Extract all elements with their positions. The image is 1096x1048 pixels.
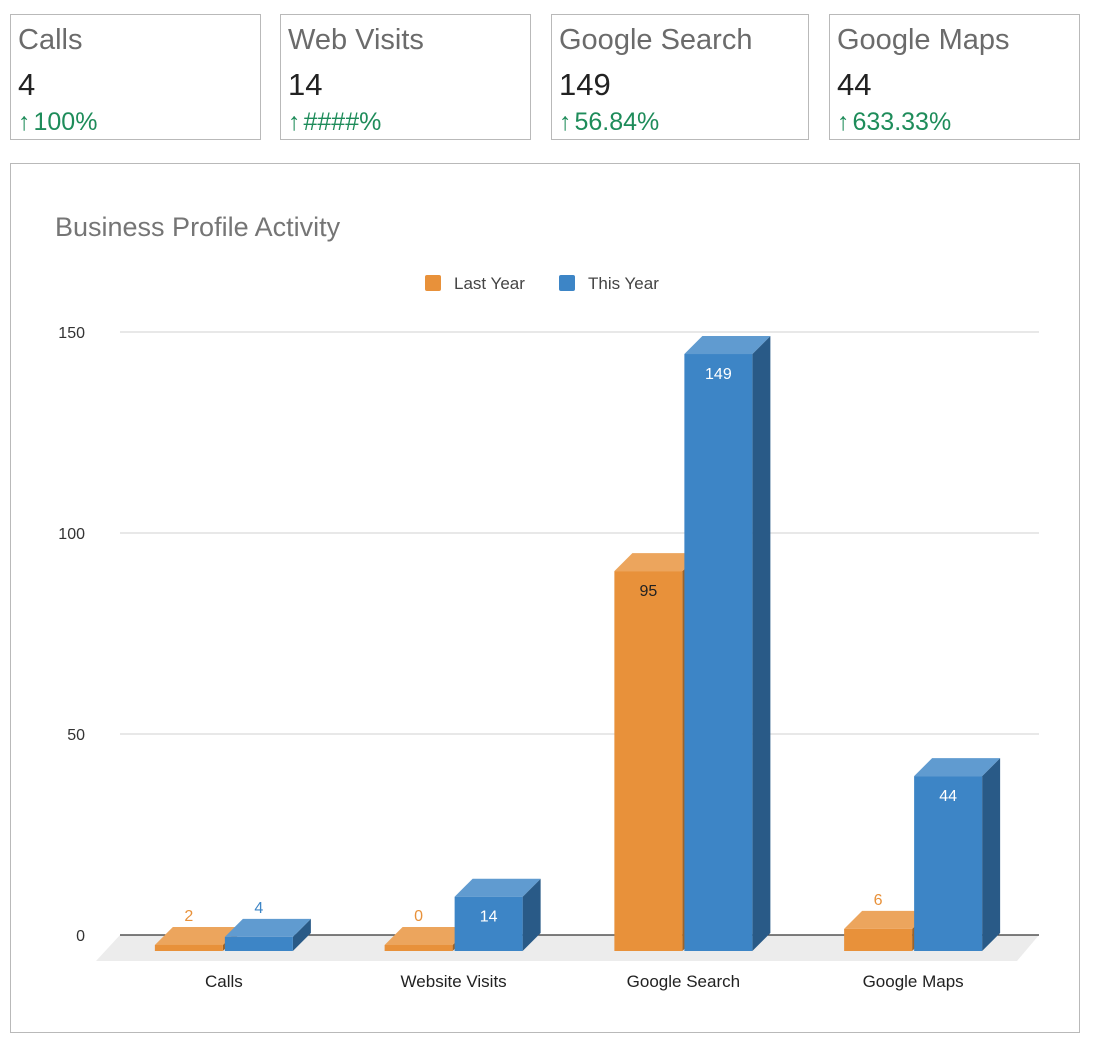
bar-3-1 xyxy=(914,758,1001,951)
chart-floor-plane xyxy=(96,935,1039,961)
y-tick-label: 100 xyxy=(58,526,85,543)
bar-side-face xyxy=(752,336,771,951)
y-tick-label: 0 xyxy=(76,928,85,945)
bar-front-face xyxy=(684,354,753,951)
bar-front-face xyxy=(614,571,683,951)
kpi-change: ↑ ####% xyxy=(288,107,530,137)
chart-legend: Last Year This Year xyxy=(425,274,659,293)
kpi-card-google-maps: Google Maps 44 ↑ 633.33% xyxy=(829,14,1080,140)
kpi-change-percent: ####% xyxy=(303,108,382,136)
data-label-3-0: 6 xyxy=(874,892,883,909)
chart-data-labels: 2 4 0 14 95 149 6 44 xyxy=(184,366,957,926)
arrow-up-icon: ↑ xyxy=(18,108,31,136)
chart-grid: 0 50 100 150 xyxy=(58,325,1039,945)
bar-side-face xyxy=(522,878,541,951)
kpi-change: ↑ 100% xyxy=(18,107,260,137)
chart-category-labels: Calls Website Visits Google Search Google M… xyxy=(205,972,964,991)
y-tick-label: 50 xyxy=(67,727,85,744)
bar-top-face xyxy=(914,758,1001,777)
y-tick-label: 150 xyxy=(58,325,85,342)
kpi-change-percent: 633.33% xyxy=(852,108,952,136)
kpi-change: ↑ 56.84% xyxy=(559,107,808,137)
x-tick-label: Website Visits xyxy=(401,972,507,991)
bar-top-face xyxy=(614,553,701,572)
kpi-label: Google Search xyxy=(559,24,753,56)
data-label-1-0: 0 xyxy=(414,908,423,925)
chart-title: Business Profile Activity xyxy=(55,212,341,242)
chart-panel: Business Profile Activity Last Year This … xyxy=(10,163,1080,1033)
chart-bars xyxy=(154,336,1001,951)
arrow-up-icon: ↑ xyxy=(837,108,850,136)
legend-label-0: Last Year xyxy=(454,274,525,293)
bar-front-face xyxy=(454,896,523,951)
data-label-0-1: 4 xyxy=(254,900,263,917)
data-label-0-0: 2 xyxy=(184,908,193,925)
kpi-label: Google Maps xyxy=(837,24,1010,56)
bar-0-1 xyxy=(224,918,311,951)
legend-label-1: This Year xyxy=(588,274,659,293)
bar-side-face xyxy=(292,918,311,951)
kpi-label: Calls xyxy=(18,24,83,56)
bar-top-face xyxy=(844,910,931,929)
bar-chart: Business Profile Activity Last Year This … xyxy=(55,212,1039,991)
data-label-1-1: 14 xyxy=(480,909,498,926)
bar-front-face xyxy=(154,944,223,951)
kpi-value: 44 xyxy=(837,67,872,102)
kpi-change-percent: 56.84% xyxy=(574,108,660,136)
arrow-up-icon: ↑ xyxy=(288,108,301,136)
bar-top-face xyxy=(384,927,471,945)
kpi-change-percent: 100% xyxy=(33,108,98,136)
x-tick-label: Google Search xyxy=(627,972,740,991)
x-tick-label: Calls xyxy=(205,972,243,991)
bar-top-face xyxy=(224,918,311,937)
bar-front-face xyxy=(224,936,293,951)
data-label-3-1: 44 xyxy=(939,788,957,805)
legend-swatch-1 xyxy=(559,275,575,291)
bar-side-face xyxy=(982,758,1001,951)
bar-top-face xyxy=(684,336,771,355)
bar-front-face xyxy=(844,928,913,951)
kpi-card-calls: Calls 4 ↑ 100% xyxy=(10,14,261,140)
kpi-value: 149 xyxy=(559,67,611,102)
bar-2-1 xyxy=(684,336,771,951)
kpi-card-web-visits: Web Visits 14 ↑ ####% xyxy=(280,14,531,140)
arrow-up-icon: ↑ xyxy=(559,108,572,136)
kpi-change: ↑ 633.33% xyxy=(837,107,1079,137)
kpi-value: 14 xyxy=(288,67,323,102)
legend-swatch-0 xyxy=(425,275,441,291)
data-label-2-1: 149 xyxy=(705,366,732,383)
data-label-2-0: 95 xyxy=(639,583,657,600)
bar-front-face xyxy=(384,945,453,951)
bar-front-face xyxy=(914,776,983,951)
kpi-label: Web Visits xyxy=(288,24,424,56)
kpi-card-google-search: Google Search 149 ↑ 56.84% xyxy=(551,14,809,140)
bar-top-face xyxy=(154,926,241,945)
bar-top-face xyxy=(454,878,541,897)
kpi-value: 4 xyxy=(18,67,36,102)
bar-1-1 xyxy=(454,878,541,951)
x-tick-label: Google Maps xyxy=(863,972,964,991)
